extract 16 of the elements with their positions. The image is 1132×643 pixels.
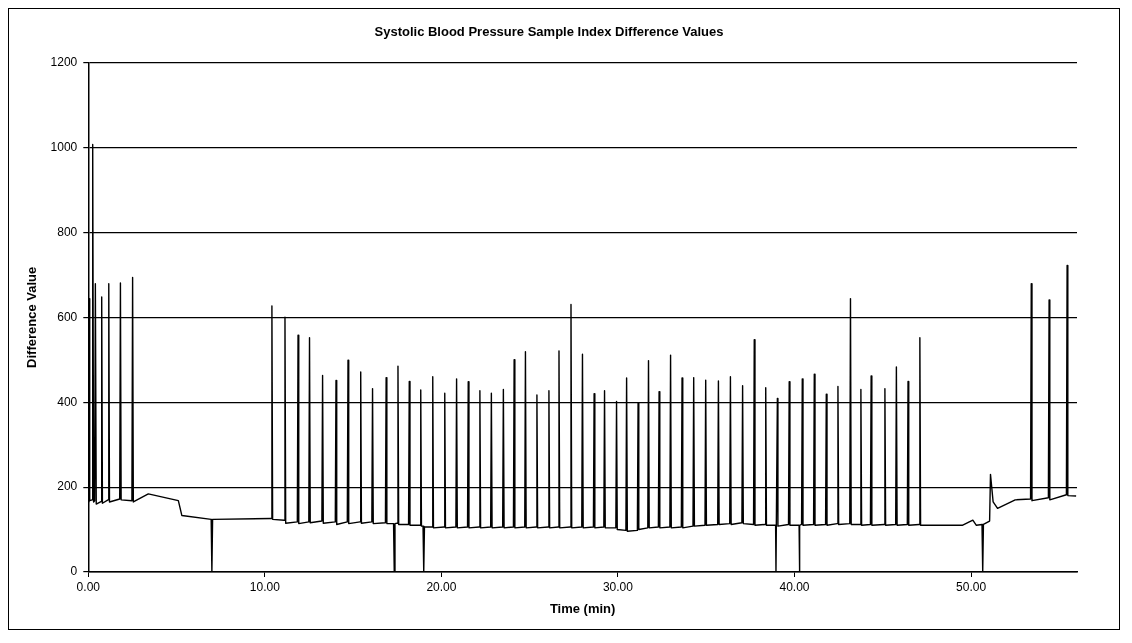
x-tick-label: 50.00 [956,579,987,594]
y-tick-label: 600 [57,309,78,324]
y-tick-label: 400 [57,394,78,409]
x-tick-label: 0.00 [76,579,101,594]
x-tick-label: 40.00 [779,579,810,594]
x-tick-label: 10.00 [249,579,281,594]
chart-title: Systolic Blood Pressure Sample Index Difference Values [374,24,724,40]
y-tick-label: 0 [70,564,78,579]
y-tick-label: 1200 [50,54,78,69]
x-tick-label: 30.00 [602,579,634,594]
y-tick-label: 800 [57,224,78,239]
y-tick-label: 1000 [50,139,78,154]
y-tick-label: 200 [57,479,78,494]
x-tick-label: 20.00 [426,579,457,594]
y-axis-title: Difference Value [24,266,40,368]
x-axis-title: Time (min) [549,600,616,616]
